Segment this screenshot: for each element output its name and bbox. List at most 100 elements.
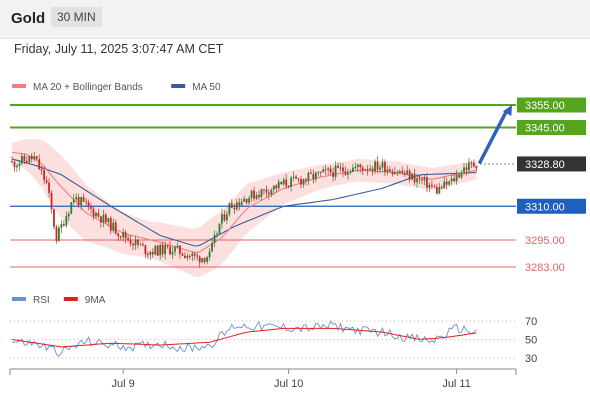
rsi-level-70: 70 <box>525 316 537 328</box>
candle-body <box>250 190 253 198</box>
candle-body <box>445 181 448 185</box>
rsi-ma-line <box>11 327 477 348</box>
candle-body <box>327 168 330 170</box>
candle-body <box>90 206 92 209</box>
candle-body <box>472 162 475 167</box>
candle-body <box>324 169 327 171</box>
candle-body <box>465 167 468 170</box>
candle-body <box>112 222 115 231</box>
candle-body <box>55 226 58 241</box>
candle-body <box>230 203 233 209</box>
candle-body <box>369 168 372 171</box>
candle-body <box>351 167 354 172</box>
candle-body <box>366 169 369 171</box>
candle-body <box>43 170 46 180</box>
candle-body <box>119 236 122 238</box>
candle-body <box>272 185 275 190</box>
legend-swatch-0 <box>12 84 26 88</box>
candle-body <box>398 170 401 173</box>
candle-body <box>18 163 21 166</box>
candle-body <box>228 203 231 215</box>
candle-body <box>82 197 85 202</box>
candle-body <box>438 187 441 194</box>
candle-body <box>109 217 112 231</box>
candle-body <box>137 239 139 245</box>
candle-body <box>149 252 152 255</box>
candle-body <box>428 184 431 188</box>
candle-body <box>361 167 364 171</box>
candle-body <box>458 174 460 178</box>
candle-body <box>243 198 246 202</box>
candle-body <box>371 168 374 172</box>
interval-button[interactable]: 30 MIN <box>51 7 102 27</box>
candle-body <box>470 162 473 164</box>
legend-swatch-1 <box>171 84 186 88</box>
candle-body <box>208 251 211 258</box>
candle-body <box>65 216 68 226</box>
candle-body <box>186 255 189 258</box>
candle-body <box>134 239 137 246</box>
candle-body <box>381 162 384 168</box>
price-label-3355.00: 3355.00 <box>525 100 565 112</box>
candle-body <box>176 245 179 248</box>
candle-body <box>48 182 50 193</box>
rsi-legend-swatch-1 <box>63 297 78 301</box>
price-label-3328.80: 3328.80 <box>525 159 565 171</box>
candle-body <box>67 213 70 217</box>
candle-body <box>225 214 228 221</box>
candle-body <box>342 167 344 172</box>
candle-body <box>393 172 396 175</box>
candle-body <box>203 258 206 262</box>
candle-body <box>344 171 347 175</box>
candle-body <box>468 162 470 170</box>
candle-body <box>161 244 164 255</box>
candle-body <box>260 189 263 198</box>
candle-body <box>418 178 421 180</box>
candle-body <box>70 202 73 214</box>
candle-body <box>213 234 216 243</box>
candle-body <box>206 257 209 262</box>
candle-body <box>127 238 129 240</box>
candle-body <box>13 161 16 168</box>
symbol-title: Gold <box>11 10 46 27</box>
candle-body <box>238 202 241 206</box>
candle-body <box>139 244 142 246</box>
candle-body <box>389 169 391 172</box>
candle-body <box>20 155 23 164</box>
candle-body <box>253 190 255 199</box>
candle-body <box>443 181 446 189</box>
candle-body <box>97 212 100 217</box>
candle-body <box>265 189 268 193</box>
candle-body <box>277 181 280 189</box>
candle-body <box>92 208 95 217</box>
x-tick-label-0: Jul 9 <box>112 378 135 390</box>
candle-body <box>305 179 307 181</box>
candle-body <box>309 172 312 174</box>
candle-body <box>423 177 426 181</box>
candle-body <box>379 167 381 170</box>
candle-body <box>376 161 379 170</box>
price-box-3310.00 <box>517 198 586 214</box>
candle-body <box>193 253 196 256</box>
candle-body <box>191 253 194 257</box>
rsi-legend-swatch-0 <box>12 297 26 301</box>
candle-body <box>179 245 181 254</box>
candle-body <box>347 172 349 175</box>
candle-body <box>221 214 223 224</box>
candle-body <box>60 224 63 228</box>
candle-body <box>416 178 418 183</box>
candle-body <box>16 165 18 168</box>
candle-body <box>102 214 105 223</box>
candle-body <box>28 155 31 163</box>
candle-body <box>95 212 97 217</box>
candle-body <box>85 201 87 203</box>
price-box-3345.00 <box>517 120 586 135</box>
candle-body <box>290 177 293 187</box>
candle-body <box>154 245 157 255</box>
candle-body <box>354 166 357 168</box>
candle-body <box>255 194 258 199</box>
candle-body <box>156 245 159 256</box>
candle-body <box>391 171 394 175</box>
candle-body <box>450 178 453 182</box>
candle-body <box>403 172 406 175</box>
